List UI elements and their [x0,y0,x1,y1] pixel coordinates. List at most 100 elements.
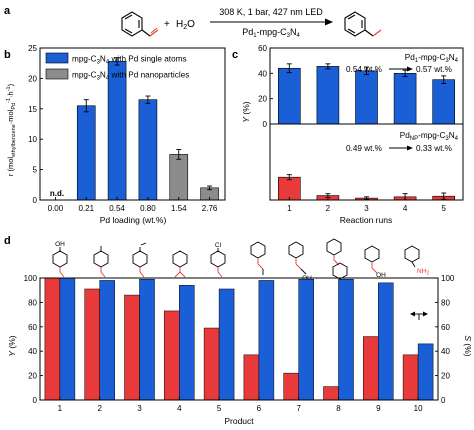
c-bottom-note-right: 0.33 wt.% [416,144,452,153]
d-y-tick-label-right: 100 [441,274,455,283]
b-plot-area: 0 5 10 15 20 25 0.00 0.21 0.54 0.80 1.54 2.76 [28,44,219,213]
c-top-bar [432,79,456,125]
d-plot-area: 0 0 20 20 40 40 60 60 80 80 100 100 1 2 3 4 5 6 7 8 9 10 [24,274,455,413]
d-bar-yield [402,354,419,401]
reaction-conditions: 308 K, 1 bar, 427 nm LED [219,7,323,17]
d-axis-pointer-arrows [410,311,428,320]
b-legend-label-single-atoms: mpg-C3N4 with Pd single atoms [72,55,187,66]
structure-1 [52,247,68,278]
b-x-tick-label: 0.54 [109,204,125,213]
structure-10 [404,245,420,268]
b-bar [76,105,96,201]
d-bar-selectivity [417,343,434,401]
structure-1-oh-label: OH [55,241,65,248]
b-y-tick-label: 10 [28,135,37,144]
d-x-tick-label: 7 [296,404,301,413]
d-y-tick-label-left: 100 [24,274,38,283]
c-bottom-title: PdNP-mpg-C3N4 [400,131,459,142]
structure-8 [326,238,348,280]
d-y-tick-label-left: 60 [28,323,37,332]
d-x-axis-title: Product [224,416,254,426]
b-legend: mpg-C3N4 with Pd single atoms mpg-C3N4 w… [45,52,189,82]
d-x-tick-label: 3 [137,404,142,413]
d-bar-yield [124,294,140,401]
d-x-tick-label: 5 [217,404,222,413]
plus-sign: + [164,19,170,30]
d-x-tick-label: 9 [376,404,381,413]
b-x-tick-label: 2.76 [202,204,218,213]
c-top-y-tick-label: 60 [258,44,267,53]
d-bar-selectivity [218,288,235,401]
d-bar-selectivity [298,278,314,401]
c-plot-area: 0 20 40 60 1 2 3 4 5 [258,44,456,213]
c-x-tick-label: 3 [364,204,369,213]
c-top-y-tick-label: 40 [258,69,267,78]
c-top-note-right: 0.57 wt.% [416,65,452,74]
structure-4 [172,250,188,278]
panel-c: Y (%) 0 20 40 60 1 2 3 4 5 Pd1-mpg-C3N4 0.54 wt.… [241,44,464,225]
d-bar-selectivity [378,282,394,401]
c-x-tick-label: 5 [441,204,446,213]
b-x-tick-label: 0.00 [48,204,64,213]
c-top-bar [277,67,301,125]
c-x-axis-title: Reaction runs [340,215,392,225]
b-axes-frame [39,47,226,201]
b-bar [138,99,158,201]
c-top-bar [316,66,340,125]
d-x-tick-label: 2 [97,404,102,413]
d-y-axis-title-right: S (%) [463,335,473,356]
structure-9 [364,245,380,274]
c-x-tick-label: 4 [403,204,408,213]
c-top-y-tick-label: 0 [263,120,268,129]
panel-label-a: a [4,5,11,17]
structure-9-oh-label: OH [376,272,386,279]
c-y-axis-title: Y (%) [241,101,251,122]
d-bar-yield [323,386,339,401]
styrene-structure [121,11,159,37]
b-x-axis-title: Pd loading (wt.%) [100,215,167,225]
structure-3 [132,242,148,278]
b-bar [107,61,127,201]
d-bar-yield [164,310,180,401]
c-x-tick-label: 2 [326,204,331,213]
panel-b: r (molethylbenzene·molPd-1·h-1) 0 5 10 15 20… [6,44,226,225]
d-y-tick-label-left: 20 [28,372,37,381]
d-y-tick-label-right: 0 [441,396,446,405]
reaction-scheme: + H2O 308 K, 1 bar, 427 nm LED Pd1-mpg-C… [121,7,382,39]
d-bar-selectivity [99,280,115,401]
c-top-bar [393,73,417,125]
d-bar-yield [84,288,100,401]
d-y-tick-label-right: 20 [441,372,450,381]
d-bar-selectivity [338,278,354,401]
b-y-tick-label: 15 [28,105,37,114]
d-y-tick-label-left: 80 [28,298,37,307]
b-y-tick-label: 5 [33,166,38,175]
c-bottom-note-arrow [389,145,413,151]
b-x-tick-label: 0.80 [140,204,156,213]
b-legend-label-nanoparticles: mpg-C3N4 with Pd nanoparticles [72,71,189,82]
d-y-tick-label-left: 0 [33,396,38,405]
d-bar-yield [203,327,220,401]
d-bar-selectivity [179,285,195,401]
c-top-y-tick-label: 20 [258,95,267,104]
water: H2O [176,19,195,31]
b-y-tick-label: 0 [33,196,38,205]
d-y-tick-label-right: 40 [441,347,450,356]
c-top-title: Pd1-mpg-C3N4 [405,53,459,64]
d-bar-yield [243,354,260,401]
structure-2 [93,246,109,278]
d-axes-frame [39,277,439,401]
c-bottom-note-left: 0.49 wt.% [346,144,382,153]
b-x-tick-label: 1.54 [171,204,187,213]
structure-6 [250,241,266,275]
structure-5 [210,248,226,278]
b-legend-swatch-nanoparticles [45,68,69,80]
structure-5-cl-label: Cl [215,242,222,249]
d-structures [52,238,420,280]
c-x-tick-label: 1 [287,204,292,213]
d-x-tick-label: 8 [336,404,341,413]
b-y-axis-title: r (molethylbenzene·molPd-1·h-1) [6,83,17,176]
b-annotation-nd: n.d. [50,189,64,198]
